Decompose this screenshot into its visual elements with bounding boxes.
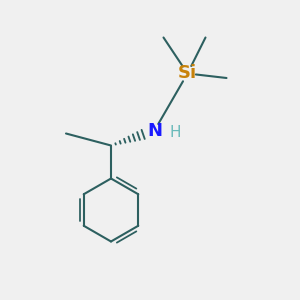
Text: N: N [147, 122, 162, 140]
Text: H: H [169, 125, 181, 140]
Text: Si: Si [178, 64, 197, 82]
